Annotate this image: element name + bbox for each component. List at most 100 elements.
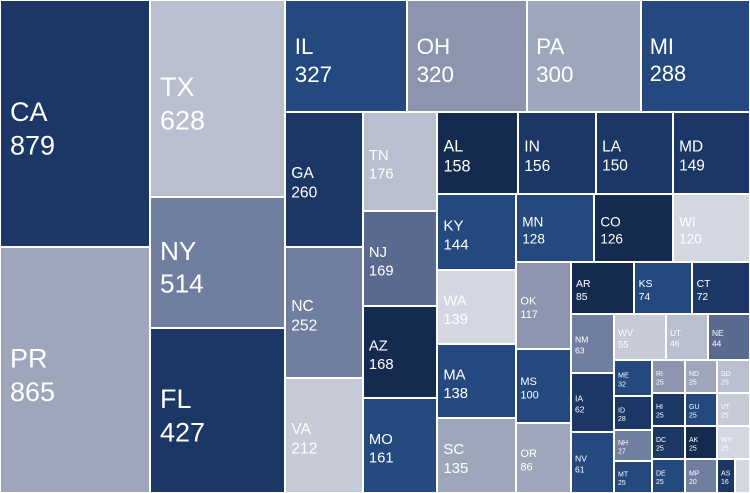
cell-value-oh: 320 <box>417 62 454 87</box>
cell-rect-sd <box>716 359 750 394</box>
cell-label-pa: PA <box>536 34 564 59</box>
cell-as: AS 16 <box>716 458 736 493</box>
cell-value-ma: 138 <box>443 386 468 402</box>
cell-rect-ak <box>684 425 718 460</box>
cell-label-sd: SD <box>721 371 731 378</box>
cell-mo: MO 161 <box>362 397 438 493</box>
cell-ms: MS 100 <box>515 348 572 424</box>
cell-wi: WI 120 <box>672 193 750 263</box>
cell-or: OR 86 <box>515 422 572 493</box>
cell-label-in: IN <box>524 138 540 155</box>
cell-value-ri: 25 <box>656 380 664 387</box>
cell-rect-pr <box>0 246 151 493</box>
cell-label-ms: MS <box>520 376 537 388</box>
cell-label-il: IL <box>295 34 314 59</box>
cell-value-il: 327 <box>295 62 332 87</box>
cell-label-as: AS <box>721 470 731 477</box>
cell-nd: ND 25 <box>684 359 718 394</box>
cell-value-nd: 25 <box>689 380 697 387</box>
cell-label-sc: SC <box>443 441 464 458</box>
cell-value-wy: 25 <box>721 446 729 453</box>
cell-value-nj: 169 <box>369 264 394 280</box>
cell-ok: OK 117 <box>515 261 572 350</box>
cell-al: AL 158 <box>436 111 519 195</box>
cell-rect-al <box>436 111 519 195</box>
cell-ks: KS 74 <box>633 261 693 315</box>
cell-rect-md <box>672 111 750 195</box>
cell-value-nv: 61 <box>575 464 585 474</box>
cell-label-ct: CT <box>697 279 712 290</box>
cell-value-sd: 25 <box>721 380 729 387</box>
cell-label-ga: GA <box>291 165 314 182</box>
cell-value-ut: 46 <box>670 339 680 349</box>
cell-value-mp: 20 <box>689 479 697 486</box>
cell-sc: SC 135 <box>436 417 517 493</box>
cell-value-nh: 27 <box>618 449 626 456</box>
cell-az: AZ 168 <box>362 305 438 399</box>
cell-rect-ma <box>436 343 517 419</box>
cell-label-tn: TN <box>369 148 389 164</box>
cell-label-hi: HI <box>656 404 663 411</box>
cell-rect-wi <box>672 193 750 263</box>
cell-label-mn: MN <box>522 215 543 230</box>
cell-value-ny: 514 <box>160 269 204 299</box>
cell-rect-in <box>517 111 597 195</box>
cell-label-al: AL <box>443 137 463 155</box>
cell-label-mi: MI <box>650 34 674 59</box>
cell-rect-ca <box>0 0 151 248</box>
cell-value-al: 158 <box>443 158 470 176</box>
cell-rect-ks <box>633 261 693 315</box>
cell-label-dc: DC <box>656 437 666 444</box>
cell-label-fl: FL <box>160 384 192 414</box>
cell-label-de: DE <box>656 470 666 477</box>
cell-value-mt: 25 <box>618 480 626 487</box>
cell-rect-vt <box>716 392 750 427</box>
cell-value-sc: 135 <box>443 460 468 477</box>
cell-rect-or <box>515 422 572 493</box>
cell-value-hi: 25 <box>656 413 664 420</box>
cell-value-ks: 74 <box>639 292 651 303</box>
cell-value-tx: 628 <box>160 106 205 136</box>
cell-other <box>734 458 750 493</box>
cell-value-ia: 62 <box>575 404 585 414</box>
cell-label-wy: WY <box>721 437 733 444</box>
cell-label-ky: KY <box>443 217 463 234</box>
cell-label-id: ID <box>618 407 625 414</box>
cell-ca: CA 879 <box>0 0 151 248</box>
cell-value-co: 126 <box>600 232 623 247</box>
cell-rect-mo <box>362 397 438 493</box>
cell-value-wi: 120 <box>679 232 702 247</box>
cell-rect-mi <box>640 0 750 113</box>
cell-rect-nc <box>284 246 364 379</box>
cell-il: IL 327 <box>284 0 408 113</box>
cell-nj: NJ 169 <box>362 210 438 307</box>
cell-label-nv: NV <box>575 454 587 464</box>
cell-label-wi: WI <box>679 215 696 230</box>
cell-id: ID 28 <box>613 395 653 431</box>
cell-ar: AR 85 <box>570 261 635 315</box>
cell-rect-nd <box>684 359 718 394</box>
cell-de: DE 25 <box>651 458 686 493</box>
cell-rect-nj <box>362 210 438 307</box>
cell-value-nc: 252 <box>291 317 317 334</box>
cell-label-ma: MA <box>443 368 465 384</box>
cell-rect-wv <box>613 313 667 361</box>
cell-label-pr: PR <box>10 343 48 373</box>
cell-ma: MA 138 <box>436 343 517 419</box>
cell-label-wv: WV <box>618 328 634 338</box>
cell-value-mo: 161 <box>369 451 394 467</box>
cell-rect-ok <box>515 261 572 350</box>
cell-co: CO 126 <box>593 193 674 263</box>
cell-value-in: 156 <box>524 158 550 175</box>
cell-in: IN 156 <box>517 111 597 195</box>
cell-value-tn: 176 <box>369 167 394 183</box>
cell-label-nc: NC <box>291 298 314 315</box>
cell-value-az: 168 <box>369 357 394 373</box>
cell-la: LA 150 <box>595 111 674 195</box>
cell-value-mi: 288 <box>650 61 686 86</box>
cell-mn: MN 128 <box>515 193 595 263</box>
